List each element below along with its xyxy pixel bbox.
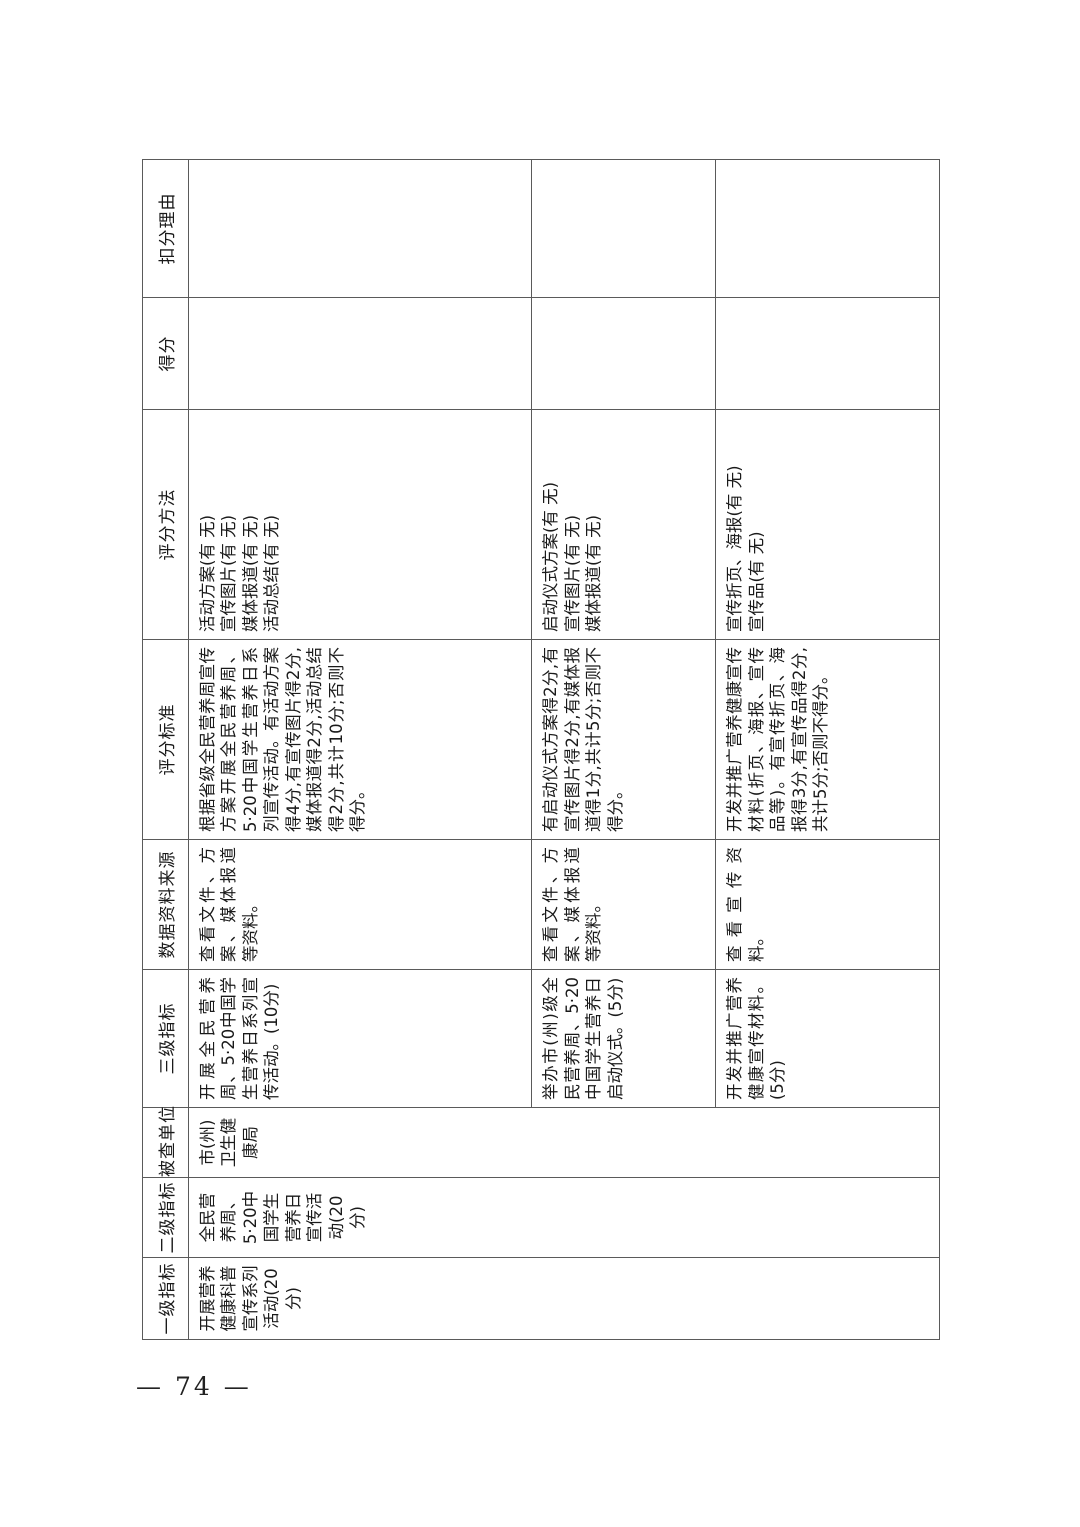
cell-scoring-standard: 开发并推广营养健康宣传材料(折页、海报、宣传品等)。有宣传折页、海报得3分,有宣…: [715, 639, 940, 840]
cell-deduction-reason[interactable]: [188, 159, 532, 298]
cell-score[interactable]: [715, 297, 940, 410]
cell-level1-indicator: 开展营养健康科普宣传系列活动(20分): [188, 1257, 940, 1340]
header-level1-indicator: 一级指标: [142, 1257, 189, 1340]
table-row: 开展营养健康科普宣传系列活动(20分) 全民营养周、5·20中国学生营养日宣传活…: [188, 159, 940, 1340]
evaluation-table: 一级指标 二级指标 被查单位 三级指标 数据资料来源 评分标准 评分方法 得分 …: [142, 159, 940, 1340]
scoring-standard-text: 开发并推广营养健康宣传材料(折页、海报、宣传品等)。有宣传折页、海报得3分,有宣…: [725, 647, 830, 832]
page-number: — 74 —: [136, 1372, 252, 1401]
cell-scoring-method: 活动方案(有 无) 宣传图片(有 无) 媒体报道(有 无) 活动总结(有 无): [188, 409, 532, 640]
cell-level3-indicator: 开发并推广营养健康宣传材料。(5分): [715, 969, 940, 1108]
header-score: 得分: [142, 297, 189, 410]
header-data-source: 数据资料来源: [142, 839, 189, 970]
cell-deduction-reason[interactable]: [715, 159, 940, 298]
scoring-standard-text: 根据省级全民营养周宣传方案开展全民营养周、5·20中国学生营养日系列宣传活动。有…: [198, 647, 368, 832]
header-audited-unit: 被查单位: [142, 1105, 189, 1178]
cell-level3-indicator: 举办市(州)级全民营养周、5·20中国学生营养日启动仪式。(5分): [531, 969, 716, 1108]
cell-level3-indicator: 开展全民营养周、5·20中国学生营养日系列宣传活动。(10分): [188, 969, 532, 1108]
cell-scoring-standard: 有启动仪式方案得2分,有宣传图片得2分,有媒体报道得1分,共计5分;否则不得分。: [531, 639, 716, 840]
rotated-table-wrapper: 一级指标 二级指标 被查单位 三级指标 数据资料来源 评分标准 评分方法 得分 …: [142, 159, 940, 1340]
header-level2-indicator: 二级指标: [142, 1177, 189, 1258]
table-header-row: 一级指标 二级指标 被查单位 三级指标 数据资料来源 评分标准 评分方法 得分 …: [142, 159, 189, 1340]
cell-score[interactable]: [531, 297, 716, 410]
audited-unit-text: 市(州)卫生健康局: [198, 1117, 260, 1168]
level1-indicator-text: 开展营养健康科普宣传系列活动(20分): [198, 1265, 303, 1332]
cell-scoring-standard: 根据省级全民营养周宣传方案开展全民营养周、5·20中国学生营养日系列宣传活动。有…: [188, 639, 532, 840]
header-deduction-reason: 扣分理由: [142, 159, 189, 298]
data-source-text: 查看文件、方案、媒体报道等资料。: [198, 847, 260, 962]
scoring-method-text: 活动方案(有 无) 宣传图片(有 无) 媒体报道(有 无) 活动总结(有 无): [198, 514, 282, 632]
cell-data-source: 查看宣传资料。: [715, 839, 940, 970]
cell-scoring-method: 启动仪式方案(有 无) 宣传图片(有 无) 媒体报道(有 无): [531, 409, 716, 640]
data-source-text: 查看宣传资料。: [725, 847, 766, 962]
header-scoring-method: 评分方法: [142, 409, 189, 640]
cell-score[interactable]: [188, 297, 532, 410]
cell-scoring-method: 宣传折页、海报(有 无) 宣传品(有 无): [715, 409, 940, 640]
cell-data-source: 查看文件、方案、媒体报道等资料。: [531, 839, 716, 970]
scoring-method-text: 宣传折页、海报(有 无) 宣传品(有 无): [725, 465, 766, 632]
cell-audited-unit: 市(州)卫生健康局: [188, 1107, 940, 1178]
scoring-standard-text: 有启动仪式方案得2分,有宣传图片得2分,有媒体报道得1分,共计5分;否则不得分。: [541, 647, 625, 832]
header-scoring-standard: 评分标准: [142, 639, 189, 840]
data-source-text: 查看文件、方案、媒体报道等资料。: [541, 847, 604, 962]
cell-deduction-reason[interactable]: [531, 159, 716, 298]
level2-indicator-text: 全民营养周、5·20中国学生营养日宣传活动(20分): [198, 1190, 368, 1245]
level3-indicator-text: 开展全民营养周、5·20中国学生营养日系列宣传活动。(10分): [198, 977, 282, 1100]
level3-indicator-text: 举办市(州)级全民营养周、5·20中国学生营养日启动仪式。(5分): [541, 977, 625, 1100]
header-level3-indicator: 三级指标: [142, 969, 189, 1108]
cell-level2-indicator: 全民营养周、5·20中国学生营养日宣传活动(20分): [188, 1177, 940, 1258]
level3-indicator-text: 开发并推广营养健康宣传材料。(5分): [725, 977, 788, 1100]
cell-data-source: 查看文件、方案、媒体报道等资料。: [188, 839, 532, 970]
scoring-method-text: 启动仪式方案(有 无) 宣传图片(有 无) 媒体报道(有 无): [541, 481, 604, 632]
